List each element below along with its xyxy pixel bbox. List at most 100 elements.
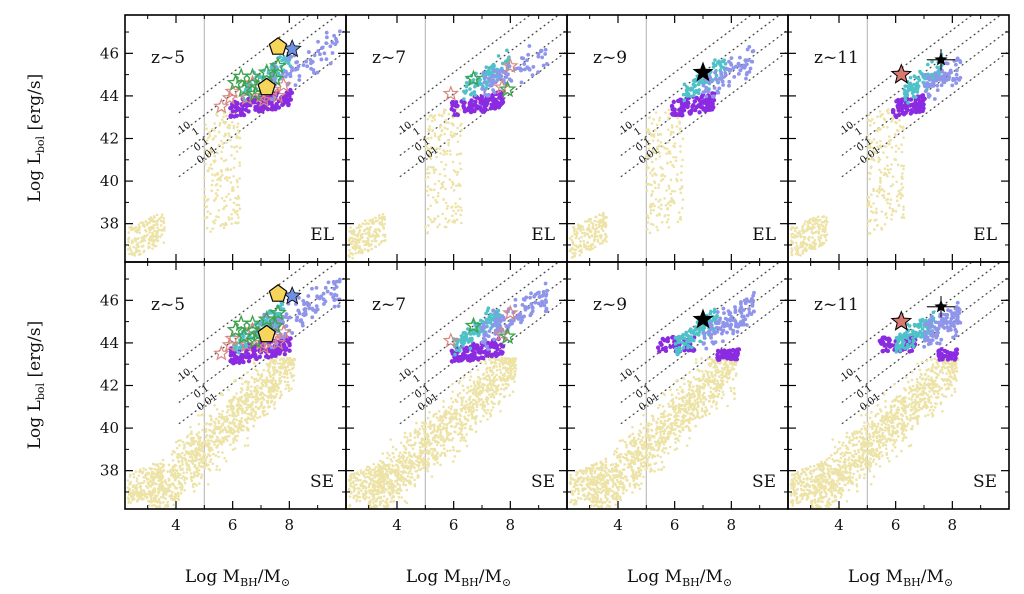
light-seed-point [234,378,237,382]
light-seed-point [178,444,181,447]
bright-active-point [691,82,696,87]
light-seed-point [225,415,228,418]
light-seed-point [495,368,499,372]
light-seed-point [253,415,257,418]
heavy-active-point [908,111,914,116]
massive-bh-point [481,70,486,75]
light-seed-point [434,168,437,172]
bright-active-point [915,90,920,94]
light-seed-point [886,108,890,111]
heavy-active-point [498,95,503,100]
light-seed-point [225,435,229,438]
massive-bh-point [526,52,531,57]
light-seed-point [883,223,887,226]
light-seed-point [217,130,221,134]
light-seed-point [279,390,283,394]
light-seed-point [459,124,462,127]
light-seed-point [237,422,241,426]
light-seed-point [362,229,366,233]
light-seed-point [213,199,216,202]
massive-bh-point [286,316,291,320]
massive-bh-point [293,67,298,72]
massive-bh-point [290,65,294,70]
heavy-active-point [692,99,698,104]
light-seed-point [160,215,163,219]
massive-bh-point [284,312,289,317]
light-seed-point [222,115,225,119]
heavy-active-point [479,94,485,99]
bright-active-point [903,97,908,102]
light-seed-point [197,461,201,465]
light-seed-point [290,387,293,391]
light-seed-point [513,380,516,383]
light-seed-point [262,368,266,372]
massive-bh-point [949,70,953,75]
light-seed-point [262,398,266,401]
light-seed-point [348,238,351,241]
light-seed-point [367,471,371,475]
light-seed-point [157,228,161,232]
light-seed-point [221,422,225,426]
massive-bh-point [288,54,293,59]
light-seed-point [353,243,356,247]
light-seed-point [353,247,357,250]
light-seed-point [160,229,164,232]
massive-bh-point [720,79,725,84]
massive-bh-point [938,77,942,82]
light-seed-point [155,234,159,237]
bright-active-point [722,58,726,63]
light-seed-point [141,470,145,474]
light-seed-point [191,485,195,489]
heavy-active-point [920,93,926,98]
light-seed-point [214,196,218,200]
light-seed-point [237,131,241,134]
massive-bh-point [744,72,749,77]
light-seed-point [231,410,234,413]
light-seed-point [360,249,364,252]
massive-bh-point [527,44,532,48]
light-seed-point [444,118,447,122]
light-seed-point [647,116,651,120]
light-seed-point [218,121,222,125]
eddington-line-10 [399,15,532,114]
light-seed-point [815,221,818,225]
light-seed-point [806,224,810,227]
light-seed-point [369,225,372,229]
light-seed-point [156,530,159,533]
light-seed-point [445,152,448,156]
light-seed-point [225,195,228,199]
light-seed-point [178,464,182,468]
light-seed-point [246,417,249,421]
light-seed-point [159,462,162,465]
light-seed-point [824,223,828,226]
massive-bh-point [504,75,509,79]
light-seed-point [204,457,207,461]
massive-bh-point [325,289,330,294]
light-seed-point [666,161,669,165]
light-seed-point [208,151,211,154]
light-seed-point [218,123,222,127]
light-seed-point [361,472,365,476]
light-seed-point [365,495,368,499]
light-seed-point [658,155,662,158]
light-seed-point [433,182,437,186]
light-seed-point [665,220,669,224]
light-seed-point [266,364,270,368]
light-seed-point [372,521,375,524]
light-seed-point [206,439,210,442]
light-seed-point [269,390,273,393]
light-seed-point [254,398,257,401]
light-seed-point [177,459,180,463]
light-seed-point [653,204,656,208]
massive-bh-point [731,66,736,70]
light-seed-point [796,231,799,235]
light-seed-point [203,162,207,166]
light-seed-point [127,498,131,501]
light-seed-point [217,455,220,459]
observed-yellow-pentagon [268,284,288,302]
light-seed-point [155,223,158,227]
light-seed-point [152,240,156,244]
light-seed-point [424,145,427,149]
massive-bh-point [301,299,306,303]
light-seed-point [148,493,152,497]
